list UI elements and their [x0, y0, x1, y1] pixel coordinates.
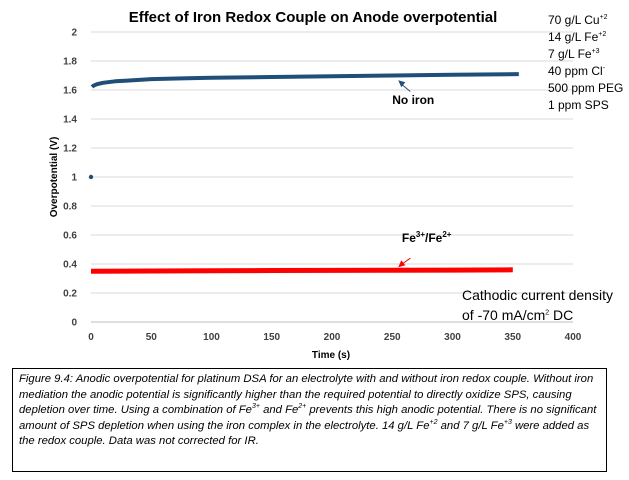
y-tick-label: 1.4 [63, 115, 77, 126]
cathodic-current-note: Cathodic current density of -70 mA/cm2 D… [462, 285, 613, 325]
x-tick-labels: 0 50 100 150 200 250 300 350 400 [88, 332, 582, 343]
composition-line-fe3: 7 g/L Fe+3 [548, 47, 600, 61]
fe-label: Fe3+/Fe2+ [402, 230, 452, 245]
series-fe-line [90, 267, 513, 274]
y-tick-labels: 0 0.2 0.4 0.6 0.8 1 1.2 1.4 1.6 1.8 2 [63, 28, 77, 329]
x-tick-label: 300 [444, 332, 461, 343]
no-iron-arrowhead [398, 80, 406, 88]
x-tick-label: 400 [565, 332, 582, 343]
fe-arrowhead [398, 260, 406, 268]
x-axis-label: Time (s) [312, 350, 350, 361]
cathodic-line-1: Cathodic current density [462, 287, 613, 303]
fe-label-main: Fe [402, 231, 416, 245]
y-tick-label: 0.2 [63, 289, 77, 300]
fe-label-mid: /Fe [425, 231, 443, 245]
x-tick-label: 100 [203, 332, 220, 343]
series-layer [88, 72, 519, 274]
y-tick-label: 0.4 [63, 260, 77, 271]
x-tick-label: 50 [146, 332, 158, 343]
y-tick-label: 1.2 [63, 144, 77, 155]
x-tick-label: 150 [263, 332, 280, 343]
y-tick-label: 0.8 [63, 202, 77, 213]
y-tick-label: 1.8 [63, 57, 77, 68]
figure-caption: Figure 9.4: Anodic overpotential for pla… [12, 368, 607, 472]
fe-label-sup2: 2+ [442, 230, 451, 239]
electrolyte-composition: 70 g/L Cu+2 14 g/L Fe+2 7 g/L Fe+3 40 pp… [548, 12, 623, 114]
composition-line-peg: 500 ppm PEG [548, 81, 624, 95]
y-axis-label: Overpotential (V) [49, 137, 60, 218]
chart: Effect of Iron Redox Couple on Anode ove… [49, 9, 582, 361]
composition-line-sps: 1 ppm SPS [548, 98, 609, 112]
series-no-iron-line [90, 72, 519, 89]
composition-line-cl: 40 ppm Cl- [548, 64, 606, 78]
gridlines [91, 31, 573, 294]
y-tick-label: 1 [71, 173, 77, 184]
x-tick-label: 200 [324, 332, 341, 343]
x-tick-label: 250 [384, 332, 401, 343]
cathodic-line-2: of -70 mA/cm2 DC [462, 307, 574, 323]
fe-label-sup1: 3+ [416, 230, 425, 239]
composition-line-fe2: 14 g/L Fe+2 [548, 30, 607, 44]
y-tick-label: 1.6 [63, 86, 77, 97]
x-tick-label: 350 [504, 332, 521, 343]
composition-line-cu: 70 g/L Cu+2 [548, 13, 608, 27]
no-iron-label: No iron [392, 93, 434, 107]
y-tick-label: 0.6 [63, 231, 77, 242]
y-tick-label: 2 [71, 28, 77, 39]
annotations: No iron Fe3+/Fe2+ [392, 80, 452, 268]
no-iron-initial-point [88, 174, 94, 180]
chart-title: Effect of Iron Redox Couple on Anode ove… [129, 9, 498, 26]
x-tick-label: 0 [88, 332, 94, 343]
y-tick-label: 0 [71, 318, 77, 329]
